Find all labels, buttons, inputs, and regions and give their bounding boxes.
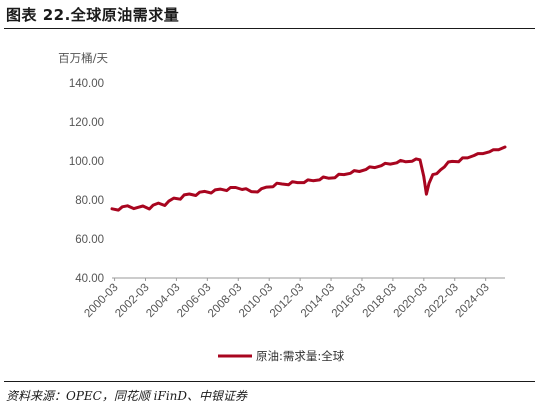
y-axis-unit-label: 百万桶/天	[58, 51, 108, 65]
y-tick-label: 120.00	[69, 117, 104, 129]
y-tick-label: 40.00	[75, 273, 104, 285]
x-tick-label: 2024-03	[453, 282, 491, 320]
legend: 原油:需求量:全球	[218, 349, 345, 363]
legend-label: 原油:需求量:全球	[256, 349, 345, 363]
chart-title: 图表 22.全球原油需求量	[6, 6, 180, 24]
y-tick-label: 140.00	[69, 78, 104, 90]
x-axis-ticks: 2000-032002-032004-032006-032008-032010-…	[82, 278, 492, 320]
title-rule	[4, 28, 535, 29]
series-line-global-crude-demand	[110, 145, 507, 212]
y-tick-label: 100.00	[69, 156, 104, 168]
y-tick-label: 80.00	[75, 195, 104, 207]
line-chart: 百万桶/天 140.00120.00100.0080.0060.0040.00 …	[58, 51, 507, 363]
source-rule	[4, 381, 535, 382]
source-note: 资料来源：OPEC，同花顺 iFinD、中银证券	[6, 389, 248, 403]
y-axis-ticks: 140.00 120.00 100.00 80.00 60.00 40.00	[69, 78, 104, 285]
y-tick-label: 60.00	[75, 234, 104, 246]
